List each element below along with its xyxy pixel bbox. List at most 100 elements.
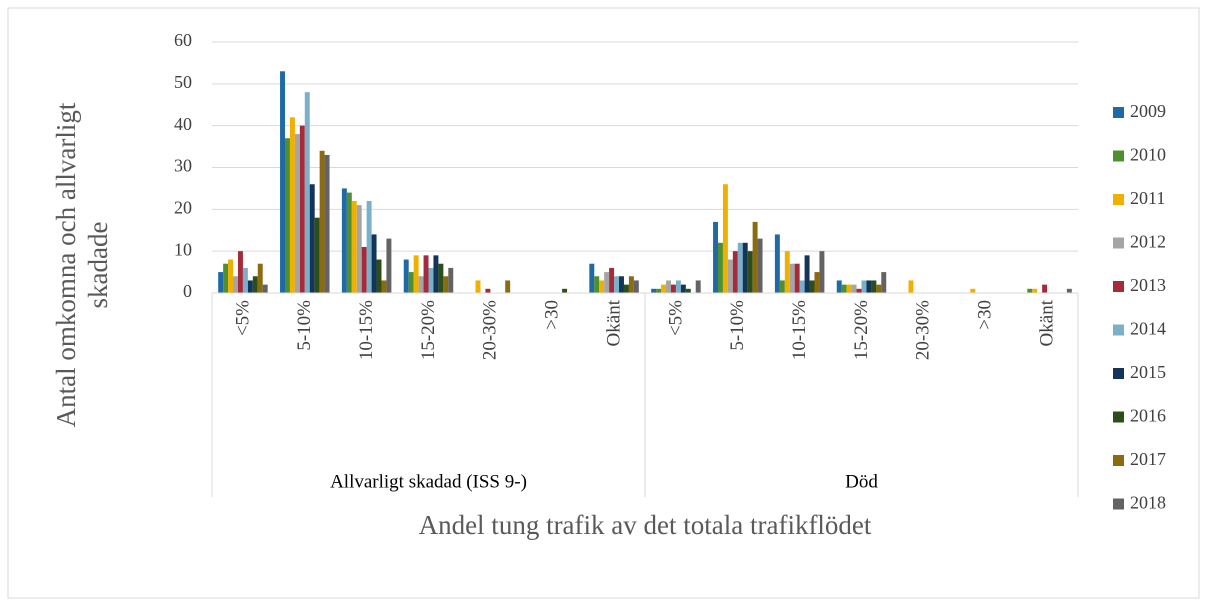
bar bbox=[675, 280, 681, 293]
bar bbox=[670, 284, 676, 293]
bar bbox=[233, 276, 238, 293]
bar bbox=[280, 71, 285, 294]
bar bbox=[774, 234, 780, 293]
bar bbox=[856, 288, 862, 293]
bar bbox=[257, 263, 263, 293]
bar bbox=[784, 251, 790, 293]
bar bbox=[223, 263, 229, 293]
bar bbox=[871, 280, 877, 293]
bar bbox=[633, 280, 639, 293]
legend-swatch bbox=[1113, 281, 1124, 292]
bar bbox=[685, 288, 691, 293]
legend-swatch bbox=[1113, 498, 1124, 510]
bar bbox=[319, 150, 325, 293]
legend-label: 2013 bbox=[1130, 275, 1166, 295]
bar bbox=[804, 255, 810, 293]
bar bbox=[594, 276, 600, 293]
x-tick-label: 15-20% bbox=[418, 300, 439, 360]
bar bbox=[346, 192, 352, 293]
bar bbox=[386, 238, 392, 293]
legend-swatch bbox=[1113, 237, 1124, 249]
bar bbox=[609, 267, 615, 293]
bar bbox=[304, 92, 310, 293]
legend-swatch bbox=[1113, 455, 1124, 466]
bar bbox=[403, 259, 409, 293]
bar bbox=[732, 251, 738, 293]
bar bbox=[722, 184, 728, 293]
bar bbox=[433, 255, 439, 293]
bar bbox=[448, 267, 454, 293]
y-tick-label: 20 bbox=[174, 197, 192, 217]
bar bbox=[408, 272, 414, 293]
bar bbox=[604, 272, 610, 293]
x-tick-label: 15-20% bbox=[851, 300, 872, 360]
bar bbox=[237, 251, 243, 293]
bar bbox=[423, 255, 429, 293]
bar bbox=[252, 276, 258, 293]
bar bbox=[381, 280, 387, 293]
bar bbox=[443, 276, 449, 293]
x-tick-label: 10-15% bbox=[789, 300, 810, 360]
bar bbox=[341, 188, 347, 293]
x-axis-title: Andel tung trafik av det totala trafikfl… bbox=[419, 510, 872, 540]
bar bbox=[794, 263, 800, 293]
bar bbox=[757, 238, 763, 293]
y-tick-label: 40 bbox=[174, 114, 192, 134]
bar bbox=[809, 280, 815, 293]
bar bbox=[218, 272, 224, 293]
bar bbox=[747, 251, 753, 293]
bar bbox=[819, 251, 825, 293]
y-tick-label: 0 bbox=[183, 281, 192, 301]
y-tick-label: 60 bbox=[174, 30, 192, 50]
bar bbox=[299, 125, 305, 294]
bar bbox=[562, 288, 568, 293]
x-tick-label: 10-15% bbox=[356, 300, 377, 360]
bar bbox=[717, 242, 723, 293]
bar bbox=[861, 280, 867, 293]
x-tick-label: 5-10% bbox=[727, 300, 748, 351]
bar bbox=[247, 280, 253, 293]
legend-swatch bbox=[1113, 368, 1124, 379]
legend-swatch bbox=[1113, 324, 1124, 336]
bar bbox=[695, 280, 701, 293]
legend-swatch bbox=[1113, 194, 1124, 205]
bar bbox=[314, 217, 320, 293]
bar bbox=[851, 284, 857, 293]
bar bbox=[428, 267, 434, 293]
bar bbox=[1027, 288, 1033, 293]
bar bbox=[619, 276, 624, 293]
bar bbox=[505, 280, 511, 293]
y-tick-label: 50 bbox=[174, 72, 192, 92]
bar bbox=[908, 280, 914, 293]
bar bbox=[727, 259, 733, 293]
bar bbox=[413, 255, 419, 293]
bar bbox=[666, 280, 671, 293]
legend-label: 2017 bbox=[1130, 449, 1166, 469]
x-tick-label: <5% bbox=[232, 300, 253, 336]
bar bbox=[262, 284, 268, 293]
y-axis-title-line: skadade bbox=[83, 222, 113, 309]
bar bbox=[1032, 288, 1038, 293]
y-tick-label: 10 bbox=[174, 239, 192, 259]
legend-label: 2014 bbox=[1130, 319, 1166, 339]
x-tick-label: 5-10% bbox=[294, 300, 315, 351]
x-tick-label: >30 bbox=[542, 300, 563, 330]
bar bbox=[418, 276, 424, 293]
bar bbox=[356, 205, 362, 293]
x-tick-label: <5% bbox=[665, 300, 686, 336]
bar bbox=[737, 242, 743, 293]
bar bbox=[656, 288, 662, 293]
bar bbox=[970, 288, 976, 293]
bar bbox=[366, 200, 372, 293]
bar bbox=[866, 280, 872, 293]
bar bbox=[623, 284, 629, 293]
bar bbox=[651, 288, 657, 293]
bar bbox=[1066, 288, 1072, 293]
bar bbox=[628, 276, 634, 293]
bar bbox=[876, 284, 882, 293]
x-tick-label: Okänt bbox=[1036, 299, 1057, 346]
bar bbox=[841, 284, 847, 293]
bar bbox=[351, 200, 357, 293]
bar bbox=[599, 280, 605, 293]
